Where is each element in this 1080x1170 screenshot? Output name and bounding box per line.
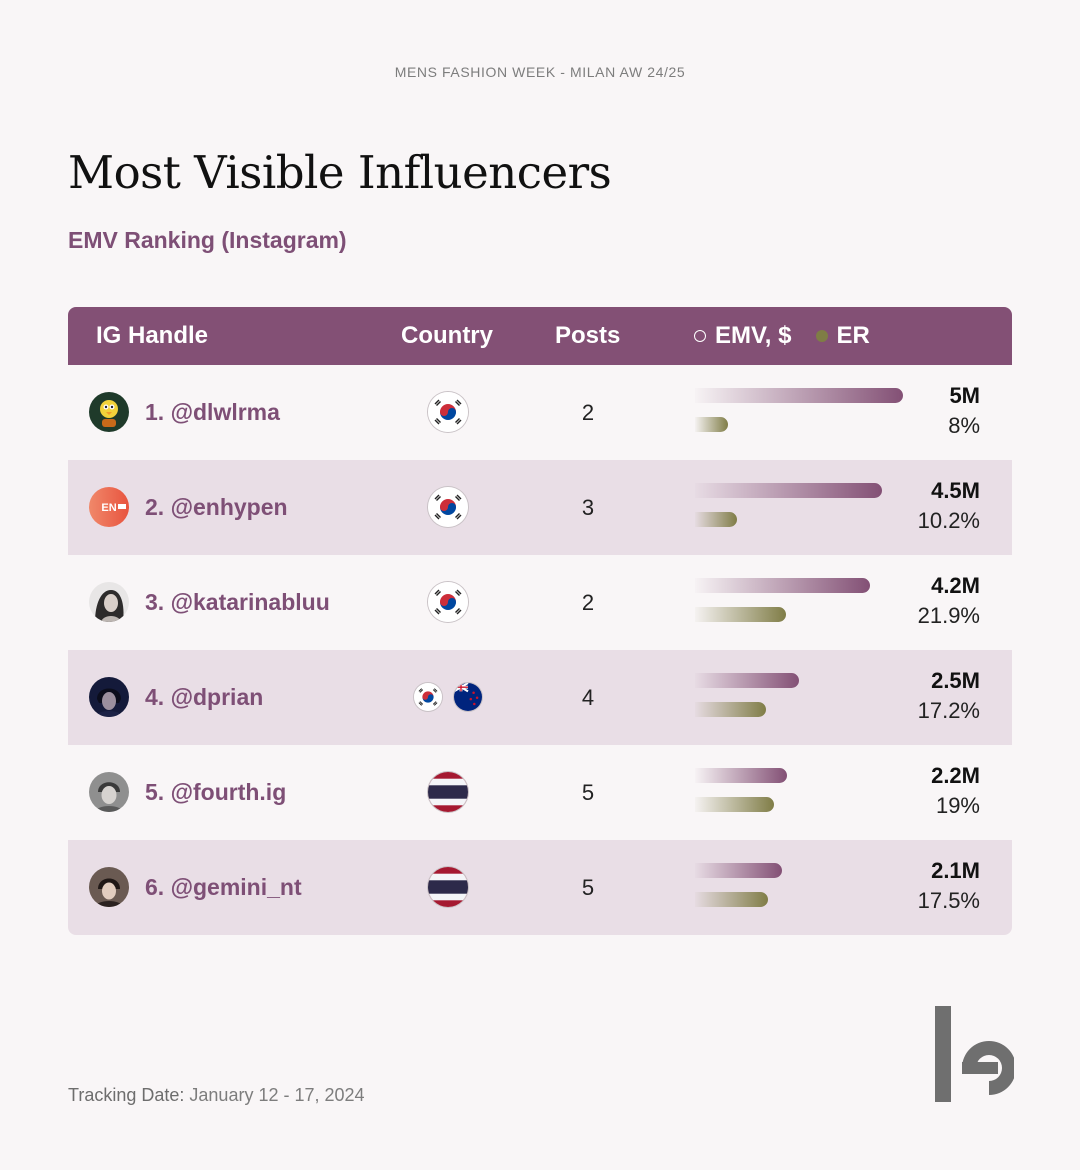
column-header-handle: IG Handle xyxy=(96,322,209,349)
brand-logo xyxy=(935,1006,1014,1102)
influencer-table: IG Handle Country Posts EMV, $ ER 1. @dl… xyxy=(68,307,1012,935)
tracking-date-value: January 12 - 17, 2024 xyxy=(189,1085,365,1105)
column-header-emv: EMV, $ xyxy=(715,322,792,349)
emv-value: 4.5M xyxy=(931,478,980,503)
emv-bar xyxy=(695,863,782,878)
tracking-date: Tracking Date: January 12 - 17, 2024 xyxy=(68,1085,365,1106)
country-flags xyxy=(428,392,468,432)
er-value: 17.2% xyxy=(917,698,980,723)
column-header-er: ER xyxy=(836,322,870,349)
portrait-avatar-icon[interactable] xyxy=(89,772,129,812)
table-row: 1. @dlwlrma 2 5M 8% xyxy=(68,365,1012,460)
posts-count: 4 xyxy=(581,685,595,710)
posts-count: 3 xyxy=(581,495,595,520)
flag-th-icon xyxy=(428,772,468,812)
table-row: 6. @gemini_nt 5 2.1M 17.5% xyxy=(68,840,1012,935)
table-row: 4. @dprian 4 2.5M 17.2% xyxy=(68,650,1012,745)
er-bar xyxy=(695,512,737,527)
posts-count: 2 xyxy=(581,590,595,615)
emv-bar xyxy=(695,673,799,688)
emv-bar xyxy=(695,768,787,783)
portrait-avatar-icon[interactable] xyxy=(89,677,129,717)
flag-kr-icon xyxy=(428,487,468,527)
emv-bar xyxy=(695,388,903,403)
svg-text:EN: EN xyxy=(101,502,116,514)
column-header-posts: Posts xyxy=(555,322,621,349)
emv-value: 2.5M xyxy=(931,668,980,693)
flag-kr-icon xyxy=(428,392,468,432)
flag-th-icon xyxy=(428,867,468,907)
er-bar xyxy=(695,797,774,812)
er-bar xyxy=(695,417,728,432)
table-row: EN 2. @enhypen 3 4.5M 10.2% xyxy=(68,460,1012,555)
country-flags xyxy=(428,487,468,527)
flag-kr-icon xyxy=(428,582,468,622)
er-bar xyxy=(695,702,766,717)
er-value: 10.2% xyxy=(917,508,980,533)
column-header-country: Country xyxy=(401,322,493,349)
country-flags xyxy=(414,677,484,717)
emv-value: 2.2M xyxy=(931,763,980,788)
table-body: 1. @dlwlrma 2 5M 8% EN 2. @enhypen 3 4.5M 10.2% 3… xyxy=(68,365,1012,935)
flag-kr-icon xyxy=(414,683,442,711)
er-bar xyxy=(695,607,786,622)
ig-handle[interactable]: 2. @enhypen xyxy=(145,494,288,520)
event-label: MENS FASHION WEEK - MILAN AW 24/25 xyxy=(394,64,686,80)
ig-handle[interactable]: 4. @dprian xyxy=(145,684,264,710)
country-flags xyxy=(428,582,468,622)
ig-handle[interactable]: 1. @dlwlrma xyxy=(145,399,280,425)
portrait-avatar-icon[interactable] xyxy=(89,582,129,622)
emv-value: 4.2M xyxy=(931,573,980,598)
page-title: Most Visible Influencers xyxy=(68,146,612,199)
enhypen-logo-avatar-icon[interactable]: EN xyxy=(89,487,129,527)
posts-count: 5 xyxy=(581,875,595,900)
er-value: 17.5% xyxy=(917,888,980,913)
portrait-avatar-icon[interactable] xyxy=(89,867,129,907)
emv-legend-marker xyxy=(694,330,706,342)
flag-nz-icon xyxy=(454,683,482,711)
emv-bar xyxy=(695,578,870,593)
page-subtitle: EMV Ranking (Instagram) xyxy=(68,227,347,253)
er-value: 21.9% xyxy=(917,603,980,628)
ig-handle[interactable]: 6. @gemini_nt xyxy=(145,874,302,900)
country-flags xyxy=(428,867,468,907)
country-flags xyxy=(428,772,468,812)
er-legend-marker xyxy=(815,330,828,342)
er-value: 19% xyxy=(935,793,980,818)
tracking-date-label: Tracking Date: xyxy=(68,1085,185,1105)
table-row: 5. @fourth.ig 5 2.2M 19% xyxy=(68,745,1012,840)
posts-count: 2 xyxy=(581,400,595,425)
cartoon-bird-avatar-icon[interactable] xyxy=(89,392,129,432)
table-header: IG Handle Country Posts EMV, $ ER xyxy=(68,307,1012,365)
er-value: 8% xyxy=(948,413,980,438)
er-bar xyxy=(695,892,768,907)
emv-value: 2.1M xyxy=(931,858,980,883)
emv-bar xyxy=(695,483,882,498)
table-row: 3. @katarinabluu 2 4.2M 21.9% xyxy=(68,555,1012,650)
legend: EMV, $ ER xyxy=(694,307,870,365)
emv-value: 5M xyxy=(949,383,980,408)
ig-handle[interactable]: 3. @katarinabluu xyxy=(145,589,330,615)
posts-count: 5 xyxy=(581,780,595,805)
ig-handle[interactable]: 5. @fourth.ig xyxy=(145,779,287,805)
